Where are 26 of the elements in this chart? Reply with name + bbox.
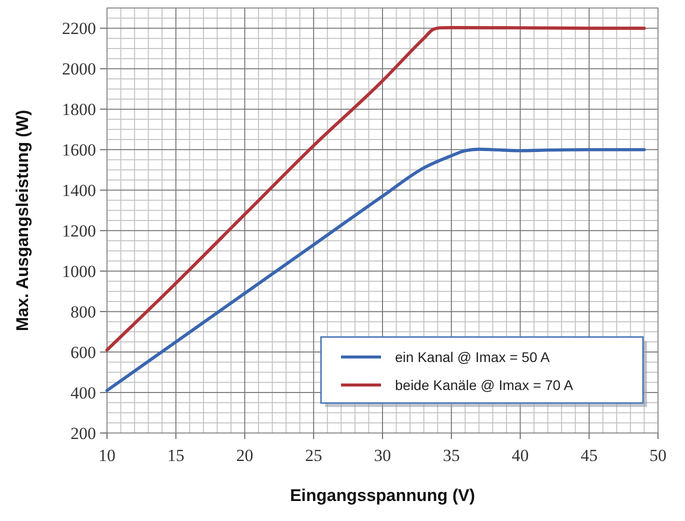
y-tick-label: 2000 bbox=[62, 60, 96, 79]
y-axis-title: Max. Ausgangsleistung (W) bbox=[13, 110, 32, 332]
legend-label: beide Kanäle @ Imax = 70 A bbox=[395, 377, 574, 393]
y-tick-label: 400 bbox=[70, 384, 96, 403]
y-tick-label: 1400 bbox=[62, 181, 96, 200]
y-tick-label: 200 bbox=[70, 424, 96, 443]
x-tick-label: 35 bbox=[442, 446, 460, 465]
legend-label: ein Kanal @ Imax = 50 A bbox=[395, 349, 550, 365]
y-tick-label: 600 bbox=[70, 343, 96, 362]
y-tick-label: 1800 bbox=[62, 100, 96, 120]
x-axis-title: Eingangsspannung (V) bbox=[290, 486, 476, 505]
line-series bbox=[105, 26, 646, 352]
y-tick-label: 1000 bbox=[62, 262, 96, 282]
x-tick-label: 40 bbox=[512, 446, 529, 465]
y-tick-label: 2200 bbox=[62, 19, 96, 38]
x-tick-label: 45 bbox=[580, 446, 598, 465]
y-tick-label: 1200 bbox=[62, 222, 96, 241]
x-tick-label: 15 bbox=[167, 446, 184, 465]
y-tick-label: 1600 bbox=[62, 140, 96, 160]
line-series bbox=[105, 148, 646, 392]
x-tick-label: 10 bbox=[98, 446, 116, 465]
x-tick-label: 50 bbox=[650, 446, 666, 465]
y-tick-label: 800 bbox=[70, 302, 96, 322]
x-tick-label: 25 bbox=[305, 446, 322, 465]
x-tick-label: 30 bbox=[374, 446, 391, 465]
x-tick-label: 20 bbox=[236, 446, 254, 465]
